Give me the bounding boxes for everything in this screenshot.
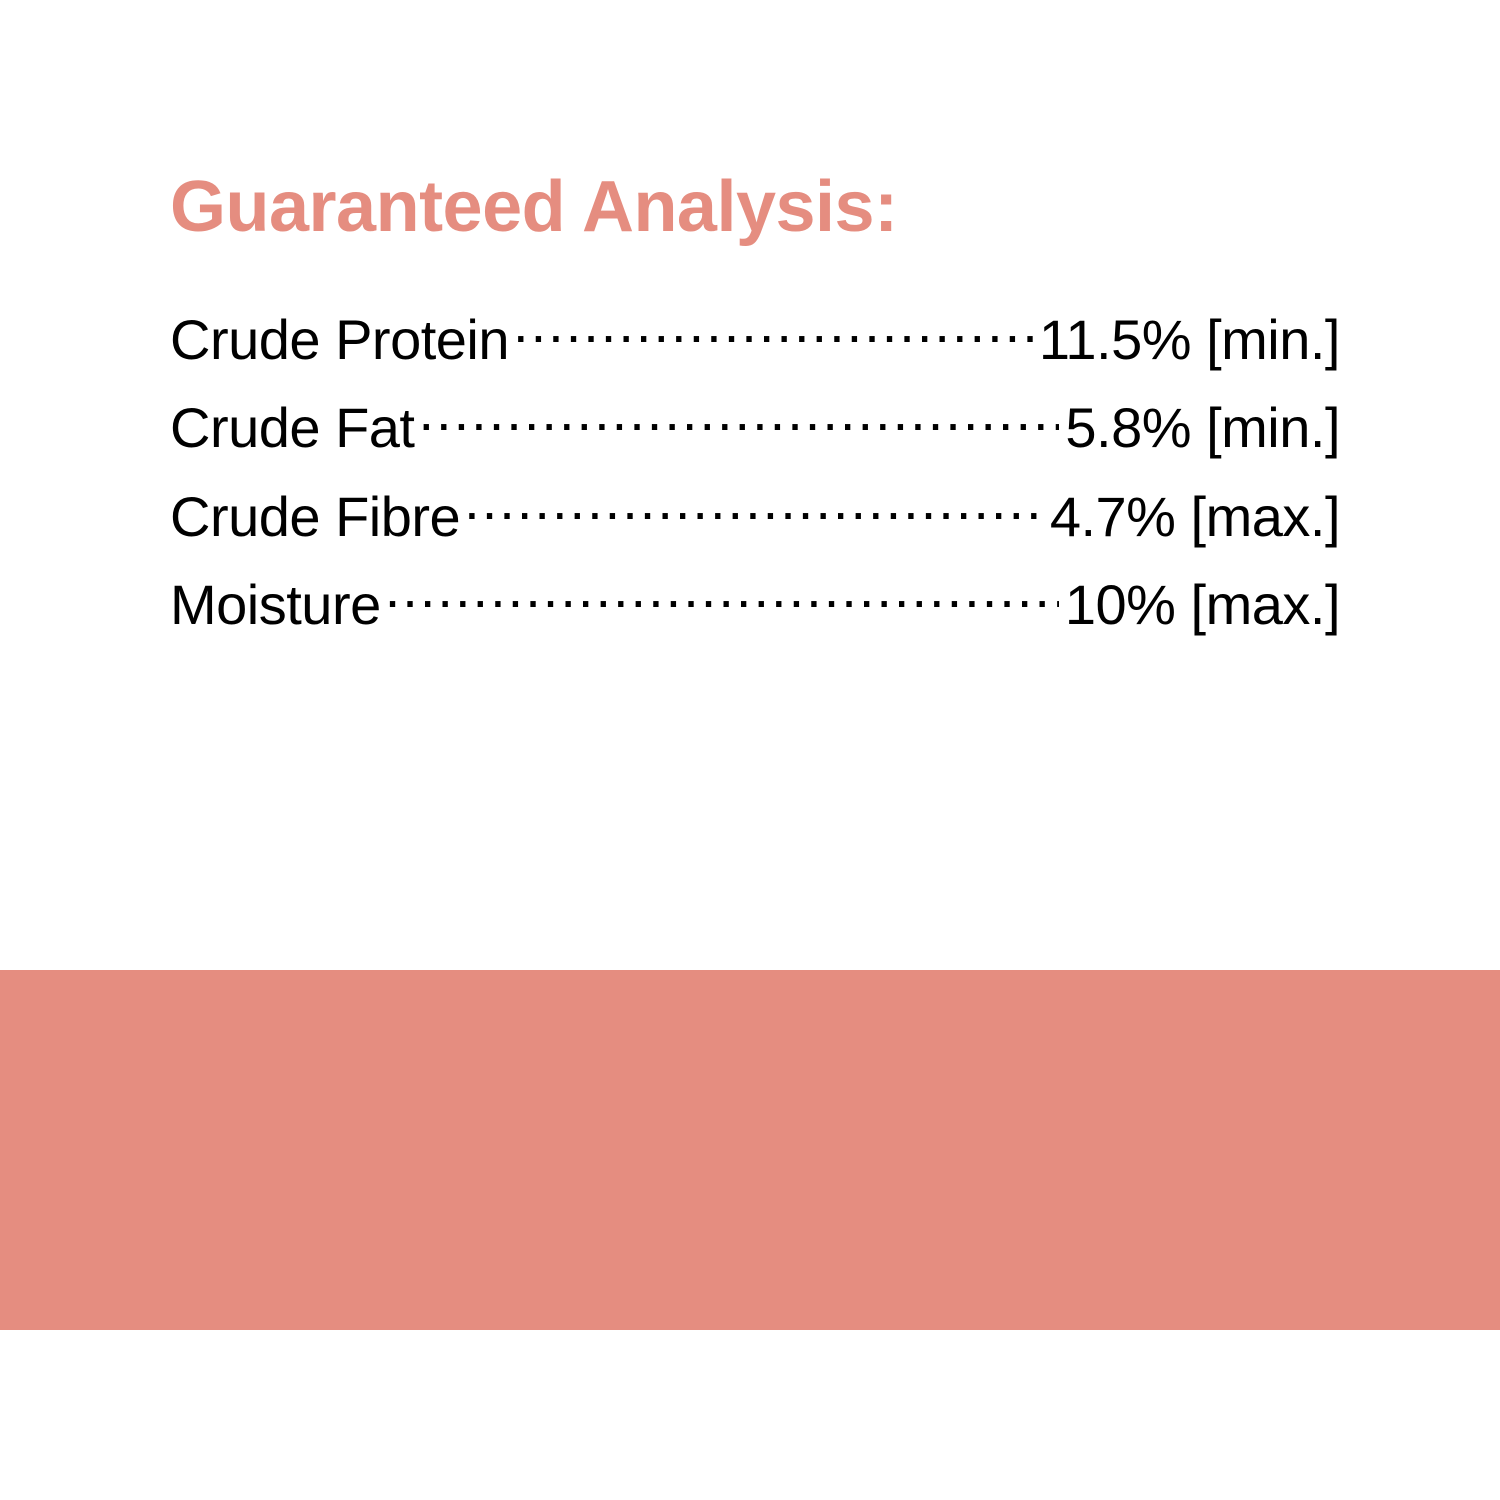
- leader-dots: [513, 295, 1033, 351]
- row-value: 5.8% [min.]: [1059, 384, 1340, 472]
- row-label: Crude Fibre: [170, 473, 464, 561]
- row-label: Moisture: [170, 561, 385, 649]
- table-row: Crude Protein 11.5% [min.]: [170, 296, 1340, 384]
- row-value: 4.7% [max.]: [1044, 473, 1340, 561]
- leader-dots: [385, 560, 1059, 616]
- table-row: Crude Fibre 4.7% [max.]: [170, 473, 1340, 561]
- row-value: 10% [max.]: [1059, 561, 1340, 649]
- page: Guaranteed Analysis: Crude Protein 11.5%…: [0, 0, 1500, 1500]
- color-band: [0, 970, 1500, 1330]
- leader-dots: [464, 472, 1044, 528]
- table-row: Crude Fat 5.8% [min.]: [170, 384, 1340, 472]
- row-value: 11.5% [min.]: [1033, 296, 1340, 384]
- content-block: Guaranteed Analysis: Crude Protein 11.5%…: [170, 170, 1340, 649]
- section-title: Guaranteed Analysis:: [170, 170, 1340, 246]
- row-label: Crude Fat: [170, 384, 419, 472]
- row-label: Crude Protein: [170, 296, 513, 384]
- table-row: Moisture 10% [max.]: [170, 561, 1340, 649]
- analysis-table: Crude Protein 11.5% [min.] Crude Fat 5.8…: [170, 296, 1340, 650]
- leader-dots: [419, 383, 1060, 439]
